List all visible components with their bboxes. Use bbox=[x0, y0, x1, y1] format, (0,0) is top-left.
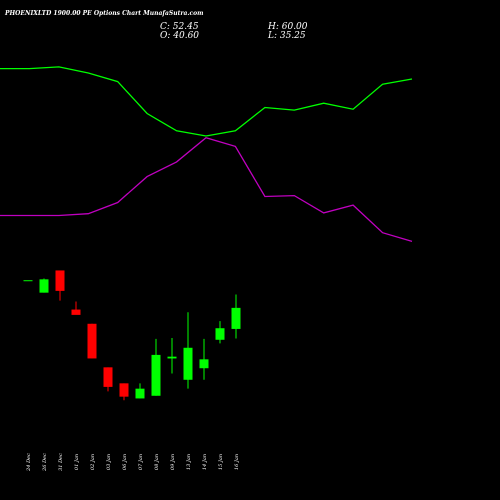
close-value: C: 52.45 bbox=[160, 22, 199, 32]
low-value: L: 35.25 bbox=[267, 31, 306, 41]
chart-title: PHOENIXLTD 1900.00 PE Options Chart Muna… bbox=[4, 10, 204, 17]
candle-09-jan bbox=[167, 338, 177, 374]
x-tick-label: 14 Jan bbox=[202, 454, 208, 470]
candle-31-dec bbox=[55, 270, 65, 301]
candle-15-jan bbox=[215, 321, 225, 344]
x-tick-label: 08 Jan bbox=[154, 454, 160, 470]
x-tick-label: 07 Jan bbox=[138, 454, 144, 470]
x-tick-label: 01 Jan bbox=[74, 454, 80, 470]
x-tick-label: 06 Jan bbox=[122, 454, 128, 470]
candle-body bbox=[119, 383, 129, 397]
candle-24-dec bbox=[23, 280, 33, 282]
indicator-layer bbox=[0, 66, 413, 243]
candle-body bbox=[231, 307, 241, 329]
candle-body bbox=[167, 356, 177, 359]
candle-body bbox=[183, 347, 193, 380]
candle-body bbox=[135, 388, 145, 399]
candle-26-dec bbox=[39, 278, 49, 293]
candle-body bbox=[87, 323, 97, 359]
candle-08-jan bbox=[151, 338, 161, 396]
indicator-line-2 bbox=[0, 136, 413, 243]
candle-14-jan bbox=[199, 338, 209, 380]
x-tick-label: 26 Dec bbox=[42, 453, 48, 472]
x-tick-label: 03 Jan bbox=[106, 454, 112, 470]
open-value: O: 40.60 bbox=[160, 31, 199, 41]
candle-body bbox=[151, 354, 161, 396]
high-value: H: 60.00 bbox=[267, 22, 308, 32]
candle-01-jan bbox=[71, 301, 81, 315]
candle-06-jan bbox=[119, 383, 129, 401]
candle-body bbox=[39, 279, 49, 293]
candle-body bbox=[55, 270, 65, 291]
candle-16-jan bbox=[231, 294, 241, 339]
candle-body bbox=[215, 328, 225, 340]
x-tick-label: 24 Dec bbox=[26, 453, 32, 472]
candle-body bbox=[23, 280, 33, 282]
candle-07-jan bbox=[135, 383, 145, 399]
x-tick-label: 31 Dec bbox=[58, 453, 64, 471]
x-tick-label: 02 Jan bbox=[90, 454, 96, 470]
x-tick-label: 15 Jan bbox=[218, 454, 224, 470]
indicator-line-1 bbox=[0, 66, 413, 137]
candle-layer bbox=[23, 270, 241, 401]
x-tick-label: 16 Jan bbox=[234, 454, 240, 470]
candle-03-jan bbox=[103, 367, 113, 392]
candle-body bbox=[71, 309, 81, 315]
candle-body bbox=[103, 367, 113, 387]
candle-13-jan bbox=[183, 312, 193, 389]
x-tick-label: 13 Jan bbox=[186, 454, 192, 470]
candle-body bbox=[199, 359, 209, 369]
candle-02-jan bbox=[87, 323, 97, 359]
x-axis-labels: 24 Dec 26 Dec 31 Dec 01 Jan 02 Jan 03 Jan 06 J… bbox=[26, 453, 240, 472]
x-tick-label: 09 Jan bbox=[170, 454, 176, 470]
